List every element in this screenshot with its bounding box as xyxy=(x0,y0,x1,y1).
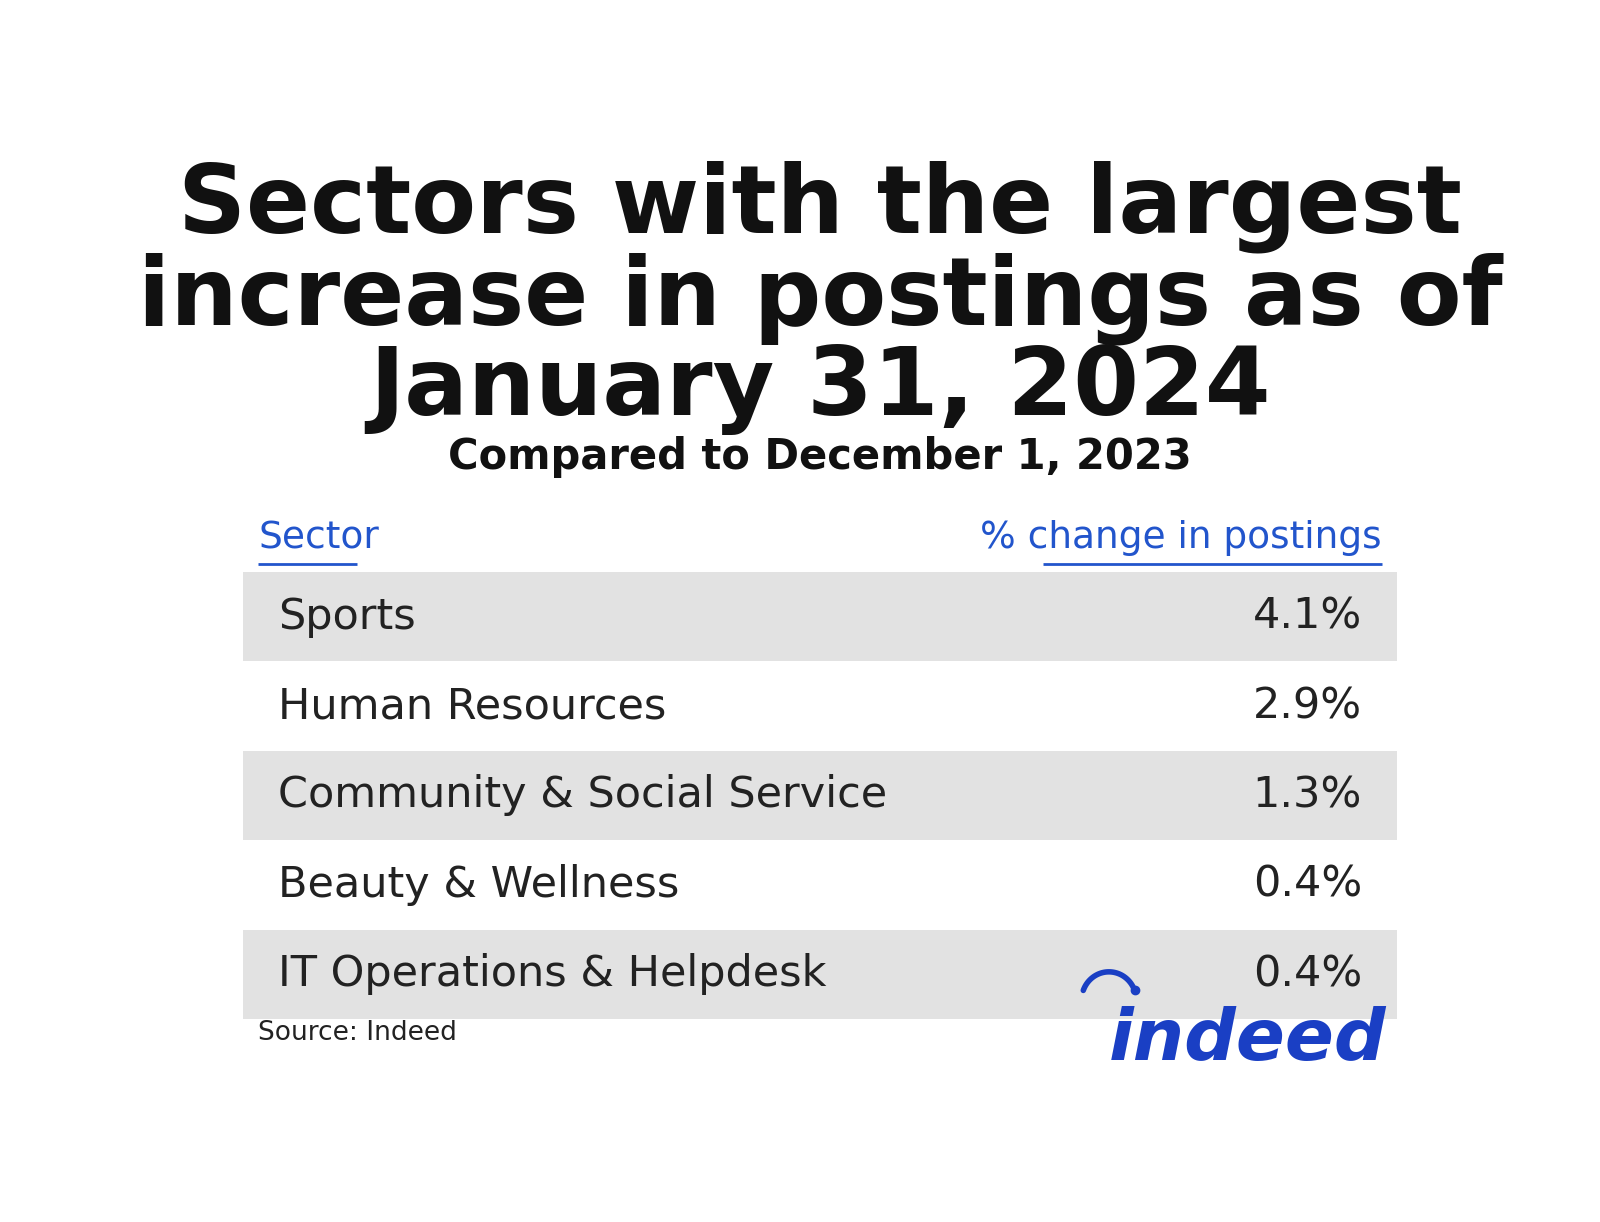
Text: 1.3%: 1.3% xyxy=(1253,775,1362,816)
Text: Compared to December 1, 2023: Compared to December 1, 2023 xyxy=(448,435,1192,478)
Text: increase in postings as of: increase in postings as of xyxy=(138,252,1502,345)
Text: Community & Social Service: Community & Social Service xyxy=(278,775,888,816)
Text: Source: Indeed: Source: Indeed xyxy=(258,1020,458,1046)
Text: 2.9%: 2.9% xyxy=(1253,686,1362,727)
Text: Sports: Sports xyxy=(278,595,416,638)
Text: January 31, 2024: January 31, 2024 xyxy=(370,343,1270,435)
Bar xyxy=(243,930,1397,1019)
Text: 0.4%: 0.4% xyxy=(1253,864,1362,906)
Bar xyxy=(243,750,1397,840)
Text: Beauty & Wellness: Beauty & Wellness xyxy=(278,864,680,906)
Text: Sectors with the largest: Sectors with the largest xyxy=(178,161,1462,253)
Text: Human Resources: Human Resources xyxy=(278,686,667,727)
Text: 0.4%: 0.4% xyxy=(1253,953,1362,995)
Text: 4.1%: 4.1% xyxy=(1253,595,1362,638)
Text: indeed: indeed xyxy=(1109,1006,1387,1075)
Text: % change in postings: % change in postings xyxy=(981,521,1382,556)
Bar xyxy=(243,572,1397,661)
Text: IT Operations & Helpdesk: IT Operations & Helpdesk xyxy=(278,953,827,995)
Text: Sector: Sector xyxy=(258,521,379,556)
